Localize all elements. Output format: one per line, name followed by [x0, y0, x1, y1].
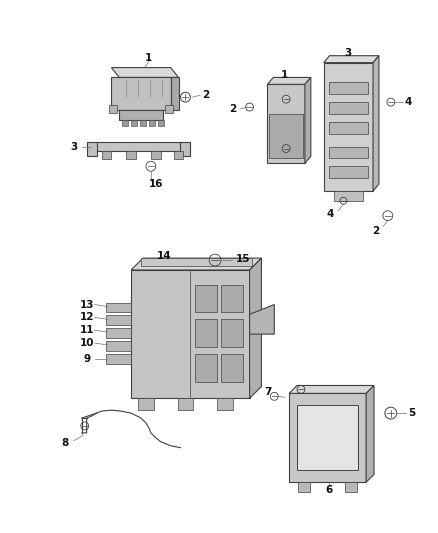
Polygon shape — [305, 77, 311, 163]
Polygon shape — [324, 56, 379, 62]
Polygon shape — [269, 114, 303, 158]
Polygon shape — [149, 120, 155, 126]
Polygon shape — [328, 83, 368, 94]
Text: 16: 16 — [148, 179, 163, 189]
Text: 8: 8 — [61, 438, 69, 448]
Text: 15: 15 — [236, 254, 250, 264]
Text: 2: 2 — [202, 90, 210, 100]
Polygon shape — [373, 56, 379, 191]
Polygon shape — [140, 120, 146, 126]
Polygon shape — [195, 285, 217, 312]
Polygon shape — [106, 303, 131, 312]
Polygon shape — [92, 142, 185, 151]
Polygon shape — [217, 398, 233, 410]
Polygon shape — [289, 393, 366, 482]
Polygon shape — [111, 77, 171, 110]
Polygon shape — [221, 354, 243, 382]
Polygon shape — [138, 398, 154, 410]
Polygon shape — [177, 398, 193, 410]
Polygon shape — [221, 319, 243, 347]
Polygon shape — [126, 151, 136, 159]
Polygon shape — [324, 62, 373, 191]
Text: 14: 14 — [156, 251, 171, 261]
Polygon shape — [366, 385, 374, 482]
Polygon shape — [171, 77, 179, 110]
Polygon shape — [328, 147, 368, 158]
Polygon shape — [195, 354, 217, 382]
Text: 2: 2 — [372, 227, 380, 237]
Polygon shape — [195, 319, 217, 347]
Text: 5: 5 — [408, 408, 415, 418]
Polygon shape — [106, 341, 131, 351]
Text: 4: 4 — [327, 209, 334, 219]
Polygon shape — [221, 285, 243, 312]
Polygon shape — [180, 142, 191, 156]
Text: 6: 6 — [325, 485, 332, 495]
Polygon shape — [289, 385, 374, 393]
Polygon shape — [122, 120, 128, 126]
Polygon shape — [346, 482, 357, 492]
Text: 13: 13 — [79, 300, 94, 310]
Polygon shape — [151, 151, 161, 159]
Polygon shape — [250, 258, 261, 398]
Polygon shape — [131, 120, 137, 126]
Polygon shape — [297, 405, 358, 471]
Polygon shape — [111, 68, 179, 77]
Polygon shape — [106, 354, 131, 364]
Polygon shape — [267, 84, 305, 163]
Polygon shape — [158, 120, 164, 126]
Polygon shape — [328, 122, 368, 134]
Polygon shape — [328, 102, 368, 114]
Text: 12: 12 — [79, 312, 94, 322]
Text: 7: 7 — [265, 387, 272, 398]
Text: 11: 11 — [79, 325, 94, 335]
Polygon shape — [328, 166, 368, 178]
Polygon shape — [106, 316, 131, 325]
Text: 1: 1 — [145, 53, 152, 63]
Polygon shape — [250, 304, 274, 334]
Text: 3: 3 — [70, 142, 78, 151]
Text: 9: 9 — [83, 354, 90, 364]
Text: 2: 2 — [229, 104, 237, 114]
Polygon shape — [102, 151, 111, 159]
Polygon shape — [87, 142, 96, 156]
Polygon shape — [106, 328, 131, 338]
Text: 4: 4 — [405, 97, 412, 107]
Polygon shape — [141, 258, 251, 266]
Polygon shape — [333, 191, 363, 201]
Polygon shape — [131, 270, 250, 398]
Polygon shape — [131, 258, 261, 270]
Text: 3: 3 — [345, 48, 352, 58]
Text: 1: 1 — [280, 70, 288, 80]
Polygon shape — [110, 105, 117, 113]
Polygon shape — [119, 110, 163, 120]
Polygon shape — [173, 151, 184, 159]
Text: 10: 10 — [79, 338, 94, 348]
Polygon shape — [165, 105, 173, 113]
Polygon shape — [267, 77, 311, 84]
Polygon shape — [298, 482, 310, 492]
